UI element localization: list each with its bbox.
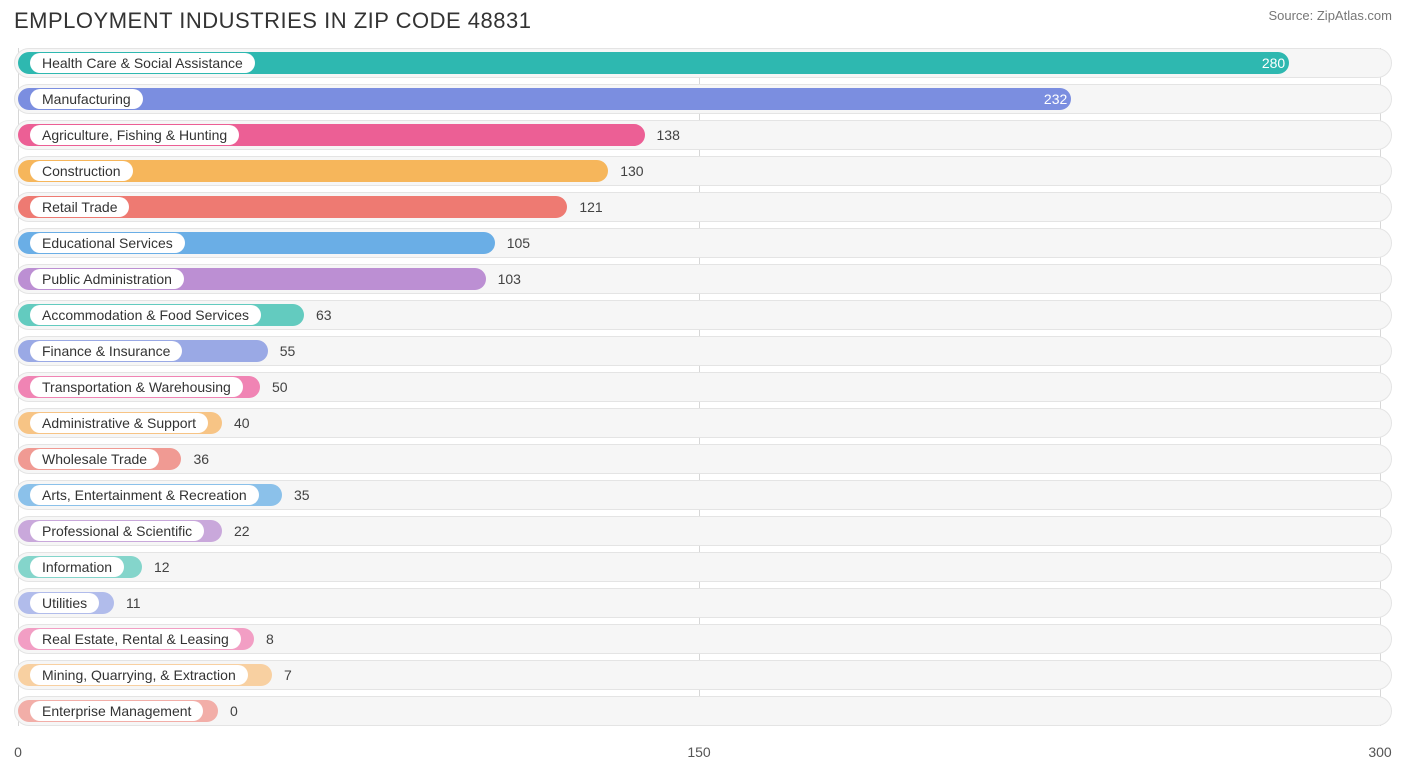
bar-value: 130: [620, 163, 643, 179]
bar-row: Finance & Insurance 55: [14, 336, 1392, 366]
bar-label: Health Care & Social Assistance: [30, 53, 255, 73]
bar-row: Information 12: [14, 552, 1392, 582]
chart-header: EMPLOYMENT INDUSTRIES IN ZIP CODE 48831 …: [14, 8, 1392, 34]
bar-value: 12: [154, 559, 170, 575]
source-prefix: Source:: [1268, 8, 1316, 23]
bar-value: 232: [1044, 91, 1067, 107]
x-axis-tick-label: 150: [687, 744, 710, 760]
bar-row: Enterprise Management 0: [14, 696, 1392, 726]
bar-value: 11: [126, 595, 141, 611]
bar-label: Accommodation & Food Services: [30, 305, 261, 325]
bar-row: Agriculture, Fishing & Hunting 138: [14, 120, 1392, 150]
x-axis-tick-label: 0: [14, 744, 22, 760]
x-axis: 0 150 300: [14, 732, 1392, 760]
bar-label: Educational Services: [30, 233, 185, 253]
bar-value: 50: [272, 379, 288, 395]
bar-label: Mining, Quarrying, & Extraction: [30, 665, 248, 685]
bar-label: Enterprise Management: [30, 701, 203, 721]
source-name: ZipAtlas.com: [1317, 8, 1392, 23]
bar-label: Arts, Entertainment & Recreation: [30, 485, 259, 505]
bar-value: 0: [230, 703, 238, 719]
bar-label: Administrative & Support: [30, 413, 208, 433]
bar-value: 55: [280, 343, 296, 359]
bar-track: [14, 444, 1392, 474]
bar-row: Educational Services 105: [14, 228, 1392, 258]
bar-row: Health Care & Social Assistance 280: [14, 48, 1392, 78]
bar-label: Professional & Scientific: [30, 521, 204, 541]
bar-label: Real Estate, Rental & Leasing: [30, 629, 241, 649]
bar-row: Manufacturing 232: [14, 84, 1392, 114]
bar-value: 40: [234, 415, 250, 431]
bar-label: Public Administration: [30, 269, 184, 289]
bar-label: Utilities: [30, 593, 99, 613]
bar-row: Wholesale Trade 36: [14, 444, 1392, 474]
bar-label: Transportation & Warehousing: [30, 377, 243, 397]
bar-value: 105: [507, 235, 530, 251]
bar-value: 36: [193, 451, 209, 467]
chart-source: Source: ZipAtlas.com: [1268, 8, 1392, 23]
bar-row: Transportation & Warehousing 50: [14, 372, 1392, 402]
bar-label: Agriculture, Fishing & Hunting: [30, 125, 239, 145]
bar-label: Information: [30, 557, 124, 577]
bar-row: Professional & Scientific 22: [14, 516, 1392, 546]
x-axis-tick-label: 300: [1368, 744, 1391, 760]
bar-label: Retail Trade: [30, 197, 129, 217]
bar-row: Accommodation & Food Services 63: [14, 300, 1392, 330]
bar-value: 138: [657, 127, 680, 143]
bar-value: 280: [1262, 55, 1285, 71]
bar-track: [14, 552, 1392, 582]
bar-value: 103: [498, 271, 521, 287]
bar-fill: [18, 88, 1071, 110]
bar-value: 7: [284, 667, 292, 683]
bar-row: Arts, Entertainment & Recreation 35: [14, 480, 1392, 510]
bar-row: Public Administration 103: [14, 264, 1392, 294]
bar-label: Finance & Insurance: [30, 341, 182, 361]
plot-area: Health Care & Social Assistance 280 Manufa…: [14, 48, 1392, 726]
bar-value: 22: [234, 523, 250, 539]
bar-row: Administrative & Support 40: [14, 408, 1392, 438]
bar-value: 35: [294, 487, 310, 503]
bar-row: Retail Trade 121: [14, 192, 1392, 222]
bar-row: Mining, Quarrying, & Extraction 7: [14, 660, 1392, 690]
bar-value: 121: [579, 199, 602, 215]
bar-label: Manufacturing: [30, 89, 143, 109]
bar-row: Construction 130: [14, 156, 1392, 186]
bar-track: [14, 588, 1392, 618]
bar-label: Wholesale Trade: [30, 449, 159, 469]
bar-value: 8: [266, 631, 274, 647]
bar-row: Utilities 11: [14, 588, 1392, 618]
chart-container: EMPLOYMENT INDUSTRIES IN ZIP CODE 48831 …: [0, 0, 1406, 772]
chart-title: EMPLOYMENT INDUSTRIES IN ZIP CODE 48831: [14, 8, 532, 34]
bar-value: 63: [316, 307, 332, 323]
bar-track: [14, 696, 1392, 726]
bar-row: Real Estate, Rental & Leasing 8: [14, 624, 1392, 654]
bar-label: Construction: [30, 161, 133, 181]
